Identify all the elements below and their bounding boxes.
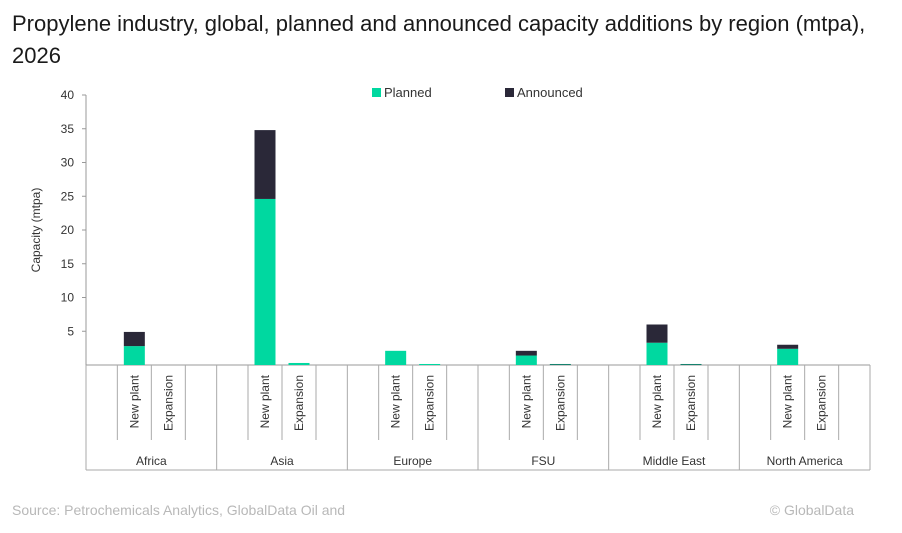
y-tick-label: 30: [61, 156, 75, 170]
bar-announced-fsu-new-plant: [515, 350, 537, 356]
bar-planned-middle-east-expansion: [680, 364, 702, 365]
subcategory-label: Expansion: [684, 375, 698, 431]
region-label: Middle East: [643, 454, 706, 468]
subcategory-label: New plant: [389, 374, 403, 428]
bar-planned-europe-new-plant: [385, 350, 407, 365]
legend-label-announced: Announced: [517, 85, 583, 100]
region-label: Asia: [270, 454, 294, 468]
bar-planned-middle-east-new-plant: [646, 342, 668, 365]
y-tick-label: 5: [67, 324, 74, 338]
bar-announced-fsu-expansion: [549, 363, 571, 365]
bar-announced-middle-east-expansion: [680, 363, 702, 365]
chart-title: Propylene industry, global, planned and …: [12, 11, 866, 68]
y-tick-label: 15: [61, 257, 75, 271]
subcategory-label: Expansion: [423, 375, 437, 431]
subcategory-label: Expansion: [815, 375, 829, 431]
subcategory-label: Expansion: [292, 375, 306, 431]
bar-planned-fsu-expansion: [549, 364, 571, 365]
bar-announced-middle-east-new-plant: [646, 324, 668, 343]
bar-planned-africa-new-plant: [123, 346, 145, 365]
bar-announced-north-america-new-plant: [777, 344, 799, 349]
subcategory-label: New plant: [258, 374, 272, 428]
bar-planned-north-america-new-plant: [777, 348, 799, 365]
subcategory-label: New plant: [127, 374, 141, 428]
region-label: Africa: [136, 454, 167, 468]
y-tick-label: 20: [61, 223, 75, 237]
subcategory-label: Expansion: [161, 375, 175, 431]
bar-planned-asia-expansion: [288, 362, 310, 365]
subcategory-label: Expansion: [553, 375, 567, 431]
y-tick-label: 25: [61, 189, 75, 203]
region-label: FSU: [531, 454, 555, 468]
y-tick-label: 40: [61, 88, 75, 102]
bar-planned-europe-expansion: [419, 363, 441, 365]
y-tick-label: 10: [61, 291, 75, 305]
y-tick-label: 35: [61, 122, 75, 136]
source-note: Source: Petrochemicals Analytics, Global…: [12, 502, 346, 518]
bar-announced-asia-new-plant: [254, 130, 276, 199]
legend-label-planned: Planned: [384, 85, 432, 100]
bar-planned-fsu-new-plant: [515, 355, 537, 365]
bar-planned-asia-new-plant: [254, 198, 276, 365]
legend-swatch-announced: [505, 88, 514, 97]
subcategory-label: New plant: [650, 374, 664, 428]
subcategory-label: New plant: [781, 374, 795, 428]
copyright-note: © GlobalData: [769, 502, 854, 518]
y-axis-label: Capacity (mtpa): [29, 188, 43, 273]
bar-announced-africa-new-plant: [123, 331, 145, 347]
legend-swatch-planned: [372, 88, 381, 97]
region-label: Europe: [393, 454, 432, 468]
region-label: North America: [767, 454, 843, 468]
subcategory-label: New plant: [519, 374, 533, 428]
